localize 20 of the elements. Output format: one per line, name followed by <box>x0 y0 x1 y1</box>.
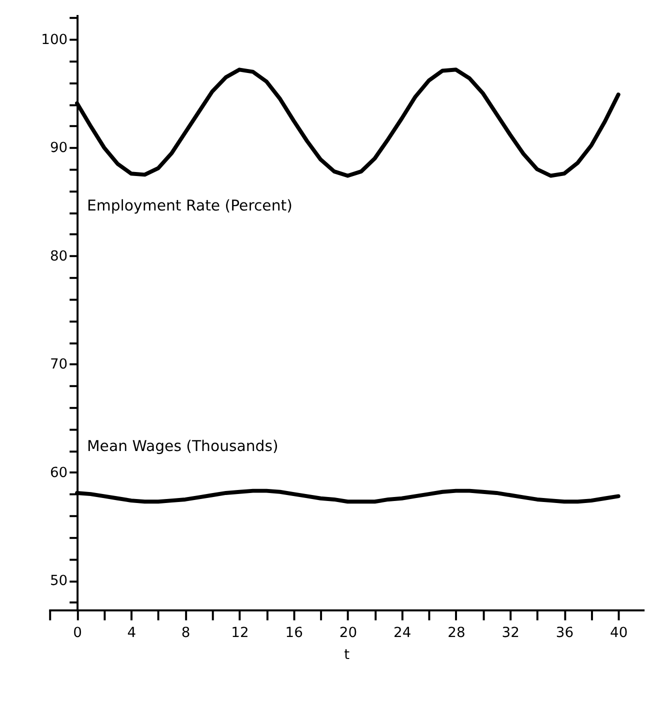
x-tick-label: 28 <box>448 625 466 642</box>
x-tick-label: 24 <box>394 625 412 642</box>
x-tick-label: 36 <box>556 625 574 642</box>
y-tick-label: 50 <box>50 573 68 590</box>
x-axis-title: t <box>344 647 350 664</box>
y-tick-label: 90 <box>50 140 68 156</box>
y-tick-label: 80 <box>50 248 68 264</box>
x-tick-label: 40 <box>610 625 628 642</box>
y-tick-label: 60 <box>50 464 68 481</box>
x-tick-label: 8 <box>181 625 190 642</box>
x-tick-label: 12 <box>231 625 249 642</box>
text: Employment Rate (Percent) <box>86 196 292 214</box>
x-tick-label: 20 <box>339 625 358 642</box>
y-tick-label: 70 <box>50 356 68 373</box>
x-tick-label: 16 <box>285 625 303 642</box>
x-tick-label: 0 <box>73 625 82 642</box>
y-tick-label: 100 <box>41 32 68 48</box>
text: Mean Wages (Thousands) <box>86 437 278 456</box>
x-tick-label: 4 <box>127 625 136 642</box>
x-tick-label: 32 <box>502 625 520 642</box>
